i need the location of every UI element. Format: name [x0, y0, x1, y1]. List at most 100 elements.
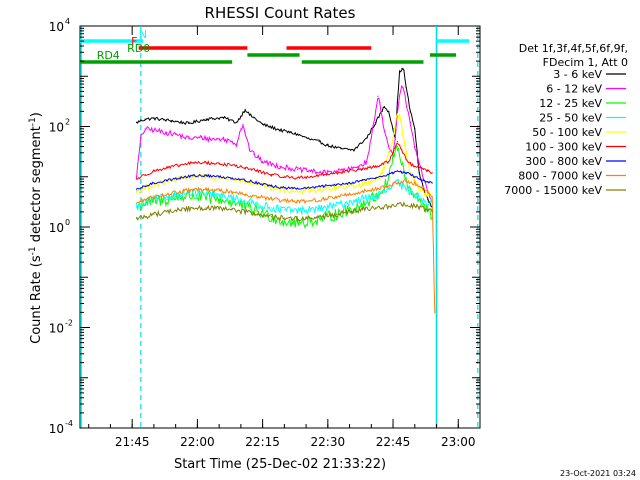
series-point [188, 137, 190, 139]
series-point [257, 196, 259, 198]
series-point [153, 170, 155, 172]
series-point [388, 152, 390, 154]
series-point [296, 188, 298, 190]
x-tick-label: 23:00 [441, 435, 476, 449]
series-point [409, 174, 412, 176]
series-point [144, 187, 146, 189]
series-point [418, 178, 420, 180]
state-bar-label-n: N [139, 28, 147, 41]
x-axis-label: Start Time (25-Dec-02 21:33:22) [174, 457, 386, 472]
series-point [362, 191, 364, 193]
series-point [179, 193, 181, 195]
series-point [431, 211, 433, 213]
series-point [144, 118, 146, 120]
x-tick-label: 22:00 [180, 435, 215, 449]
series-point [253, 153, 255, 155]
series-point [335, 170, 338, 172]
series-point [279, 129, 281, 131]
series-point [244, 108, 246, 110]
series-point [205, 118, 207, 120]
series-point [414, 128, 416, 130]
series-point [375, 195, 377, 197]
series-point [240, 115, 242, 117]
series-point [179, 191, 181, 193]
series-point [188, 122, 190, 125]
series-point [427, 193, 429, 195]
series-point [431, 172, 433, 174]
series-point [375, 165, 377, 168]
series-point [348, 193, 351, 195]
series-point [375, 177, 377, 179]
series-point [218, 176, 220, 178]
series-line-25to50kev [136, 178, 433, 216]
series-point [270, 198, 272, 200]
legend-entry-label: 7000 - 15000 keV [504, 184, 602, 197]
series-point [242, 123, 244, 126]
x-tick-label: 22:15 [245, 435, 280, 449]
series-point [166, 193, 168, 195]
series-point [296, 210, 298, 212]
legend-entry-label: 50 - 100 keV [532, 126, 602, 139]
series-point [427, 181, 429, 183]
series-point [388, 110, 390, 112]
series-point [398, 71, 401, 73]
series-point [418, 196, 420, 198]
series-point [405, 172, 407, 174]
series-point [153, 196, 155, 198]
series-point [257, 183, 259, 186]
series-point [201, 137, 203, 139]
x-tick-label: 22:30 [311, 435, 346, 449]
series-point [283, 176, 285, 178]
series-point [192, 175, 194, 177]
series-point [144, 174, 146, 176]
series-point [262, 161, 264, 163]
series-point [205, 175, 207, 177]
series-point [405, 158, 407, 161]
series-point [392, 152, 394, 154]
series-point [318, 141, 320, 143]
series-point [335, 213, 338, 215]
series-point [179, 209, 181, 211]
y-tick-label: 10 [49, 121, 64, 135]
series-point [394, 121, 396, 124]
series-point [322, 216, 325, 218]
series-point [257, 170, 259, 172]
series-point [222, 138, 225, 140]
series-point [283, 217, 285, 219]
y-tick-exponent: -2 [65, 319, 73, 328]
y-tick-label: 10 [49, 221, 64, 235]
series-point [135, 202, 138, 204]
state-bar-label-f: F [131, 35, 137, 48]
series-point [257, 203, 259, 206]
series-point [218, 208, 220, 210]
series-point [205, 162, 207, 164]
series-point [296, 168, 298, 171]
series-point [375, 110, 377, 112]
legend-entry-label: 800 - 7000 keV [518, 170, 602, 183]
series-point [153, 183, 155, 186]
series-point [309, 176, 312, 178]
series-point [205, 189, 207, 191]
series-point [144, 199, 146, 201]
series-point [422, 179, 425, 181]
series-point [396, 145, 398, 148]
series-point [309, 170, 312, 172]
series-point [362, 209, 364, 211]
series-point [322, 198, 325, 200]
series-point [427, 170, 429, 172]
series-point [422, 187, 425, 189]
series-point [427, 199, 429, 201]
series-point [401, 68, 403, 70]
series-point [405, 189, 407, 191]
series-point [392, 128, 394, 130]
series-point [335, 187, 338, 189]
series-point [244, 206, 246, 208]
series-point [370, 137, 372, 139]
x-tick-label: 21:45 [115, 435, 150, 449]
series-line-3to6kev [136, 67, 433, 208]
series-point [309, 200, 312, 202]
series-point [192, 189, 194, 191]
series-point [244, 200, 246, 202]
series-point [283, 220, 285, 222]
series-point [388, 161, 390, 163]
